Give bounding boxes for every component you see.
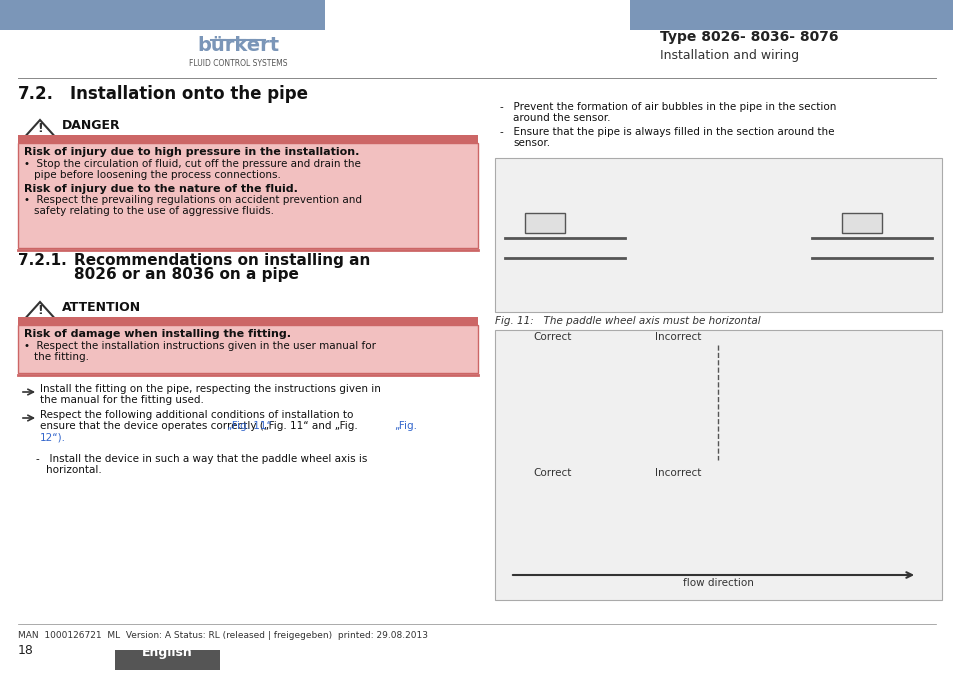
Text: Incorrect: Incorrect (655, 332, 700, 342)
Text: MAN  1000126721  ML  Version: A Status: RL (released | freigegeben)  printed: 29: MAN 1000126721 ML Version: A Status: RL … (18, 631, 428, 640)
Text: DANGER: DANGER (62, 119, 120, 132)
Bar (495, 158, 941, 312)
Text: -   Prevent the formation of air bubbles in the pipe in the section: - Prevent the formation of air bubbles i… (499, 102, 836, 112)
Bar (495, 330, 941, 600)
Text: ATTENTION: ATTENTION (62, 301, 141, 314)
Text: Fig. 11:   The paddle wheel axis must be horizontal: Fig. 11: The paddle wheel axis must be h… (495, 316, 760, 326)
Text: 7.2.1.: 7.2.1. (18, 253, 67, 268)
Text: 18: 18 (18, 644, 34, 657)
Text: bürkert: bürkert (196, 36, 279, 55)
Text: !: ! (37, 122, 43, 135)
Text: „Fig.: „Fig. (394, 421, 416, 431)
Text: „Fig. 11“: „Fig. 11“ (227, 421, 272, 431)
Text: Correct: Correct (533, 332, 571, 342)
Bar (115, 650, 220, 670)
Text: !: ! (37, 304, 43, 317)
Text: 8026 or an 8036 on a pipe: 8026 or an 8036 on a pipe (74, 267, 298, 282)
Bar (0, 0, 325, 30)
Text: the manual for the fitting used.: the manual for the fitting used. (40, 395, 204, 405)
Bar (18, 325, 477, 373)
Text: Risk of injury due to high pressure in the installation.: Risk of injury due to high pressure in t… (24, 147, 359, 157)
Text: the fitting.: the fitting. (34, 352, 89, 362)
Text: Install the fitting on the pipe, respecting the instructions given in: Install the fitting on the pipe, respect… (40, 384, 380, 394)
Text: •  Respect the installation instructions given in the user manual for: • Respect the installation instructions … (24, 341, 375, 351)
Text: ensure that the device operates correctly („Fig. 11“ and „Fig.: ensure that the device operates correctl… (40, 421, 357, 431)
Text: horizontal.: horizontal. (46, 465, 102, 475)
Bar (18, 143, 477, 248)
Text: -   Ensure that the pipe is always filled in the section around the: - Ensure that the pipe is always filled … (499, 127, 834, 137)
Text: 12“).: 12“). (40, 432, 66, 442)
Text: -   Install the device in such a way that the paddle wheel axis is: - Install the device in such a way that … (36, 454, 367, 464)
Text: pipe before loosening the process connections.: pipe before loosening the process connec… (34, 170, 280, 180)
Text: flow direction: flow direction (682, 578, 753, 588)
Bar (18, 317, 477, 325)
Text: Risk of injury due to the nature of the fluid.: Risk of injury due to the nature of the … (24, 184, 297, 194)
Bar (629, 0, 953, 30)
Text: Risk of damage when installing the fitting.: Risk of damage when installing the fitti… (24, 329, 291, 339)
Bar (524, 213, 564, 233)
Text: safety relating to the use of aggressive fluids.: safety relating to the use of aggressive… (34, 206, 274, 216)
Text: Type 8026- 8036- 8076: Type 8026- 8036- 8076 (659, 30, 838, 44)
Text: around the sensor.: around the sensor. (513, 113, 610, 123)
Text: •  Stop the circulation of fluid, cut off the pressure and drain the: • Stop the circulation of fluid, cut off… (24, 159, 360, 169)
Text: sensor.: sensor. (513, 138, 550, 148)
Text: Installation onto the pipe: Installation onto the pipe (70, 85, 308, 103)
Bar (18, 135, 477, 143)
Text: Correct: Correct (533, 468, 571, 478)
Text: 7.2.: 7.2. (18, 85, 54, 103)
Text: English: English (141, 646, 193, 659)
Bar (841, 213, 882, 233)
Text: Installation and wiring: Installation and wiring (659, 49, 799, 62)
Text: Recommendations on installing an: Recommendations on installing an (74, 253, 370, 268)
Text: •  Respect the prevailing regulations on accident prevention and: • Respect the prevailing regulations on … (24, 195, 361, 205)
Text: Respect the following additional conditions of installation to: Respect the following additional conditi… (40, 410, 353, 420)
Text: FLUID CONTROL SYSTEMS: FLUID CONTROL SYSTEMS (189, 59, 287, 68)
Text: Incorrect: Incorrect (655, 468, 700, 478)
